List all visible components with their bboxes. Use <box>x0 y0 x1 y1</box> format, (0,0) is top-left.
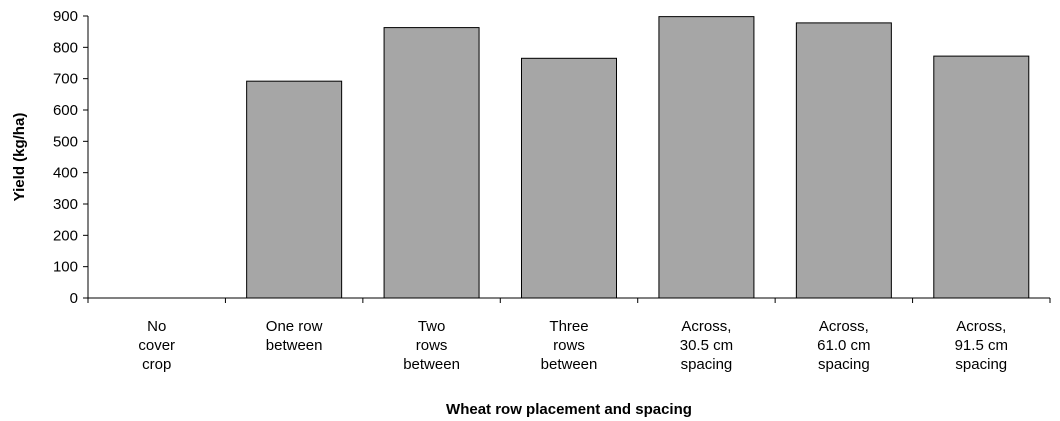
x-category-label: One row between <box>266 318 323 354</box>
axes-group <box>87 16 1050 299</box>
x-category-label: Across, 30.5 cm spacing <box>680 318 733 373</box>
x-category-label-line: No <box>147 318 166 335</box>
bar <box>383 27 480 299</box>
x-category-label-line: 30.5 cm <box>680 337 733 354</box>
x-category-label-line: spacing <box>681 356 733 373</box>
y-tick-label: 900 <box>53 8 78 25</box>
x-category-label-line: rows <box>416 337 448 354</box>
bar <box>658 16 755 299</box>
y-axis-title: Yield (kg/ha) <box>11 113 28 202</box>
x-category-label-line: Across, <box>956 318 1006 335</box>
y-tick-label: 600 <box>53 102 78 119</box>
x-category-label-line: spacing <box>955 356 1007 373</box>
x-category-label-line: rows <box>553 337 585 354</box>
x-category-label: No cover crop <box>138 318 175 373</box>
y-ticks-group: 0 100 200 300 400 500 600 700 800 900 <box>53 8 88 307</box>
bar <box>246 80 343 299</box>
y-tick-label: 500 <box>53 133 78 150</box>
x-category-label-line: Across, <box>681 318 731 335</box>
y-tick-label: 800 <box>53 39 78 56</box>
y-tick-label: 400 <box>53 165 78 182</box>
y-tick-label: 0 <box>70 290 78 307</box>
x-category-label: Across, 91.5 cm spacing <box>955 318 1008 373</box>
y-tick-label: 700 <box>53 71 78 88</box>
x-category-label-line: 91.5 cm <box>955 337 1008 354</box>
x-category-label-line: 61.0 cm <box>817 337 870 354</box>
x-category-label-line: between <box>541 356 598 373</box>
x-category-label-line: spacing <box>818 356 870 373</box>
x-category-label-line: Three <box>549 318 588 335</box>
bars-group <box>246 16 1030 299</box>
x-ticks-group <box>87 298 1051 303</box>
x-category-label: Two rows between <box>403 318 460 373</box>
bar <box>933 55 1030 299</box>
x-category-label-line: between <box>266 337 323 354</box>
y-tick-label: 300 <box>53 196 78 213</box>
x-category-label-line: cover <box>138 337 175 354</box>
bar <box>521 57 617 299</box>
y-tick-label: 200 <box>53 227 78 244</box>
x-category-label-line: Two <box>418 318 446 335</box>
bar <box>795 22 892 299</box>
x-category-label: Three rows between <box>541 318 598 373</box>
x-category-label-line: between <box>403 356 460 373</box>
x-category-label: Across, 61.0 cm spacing <box>817 318 870 373</box>
x-category-label-line: crop <box>142 356 171 373</box>
x-category-label-line: One row <box>266 318 323 335</box>
x-category-label-line: Across, <box>819 318 869 335</box>
y-tick-label: 100 <box>53 259 78 276</box>
x-axis-title: Wheat row placement and spacing <box>446 401 692 418</box>
